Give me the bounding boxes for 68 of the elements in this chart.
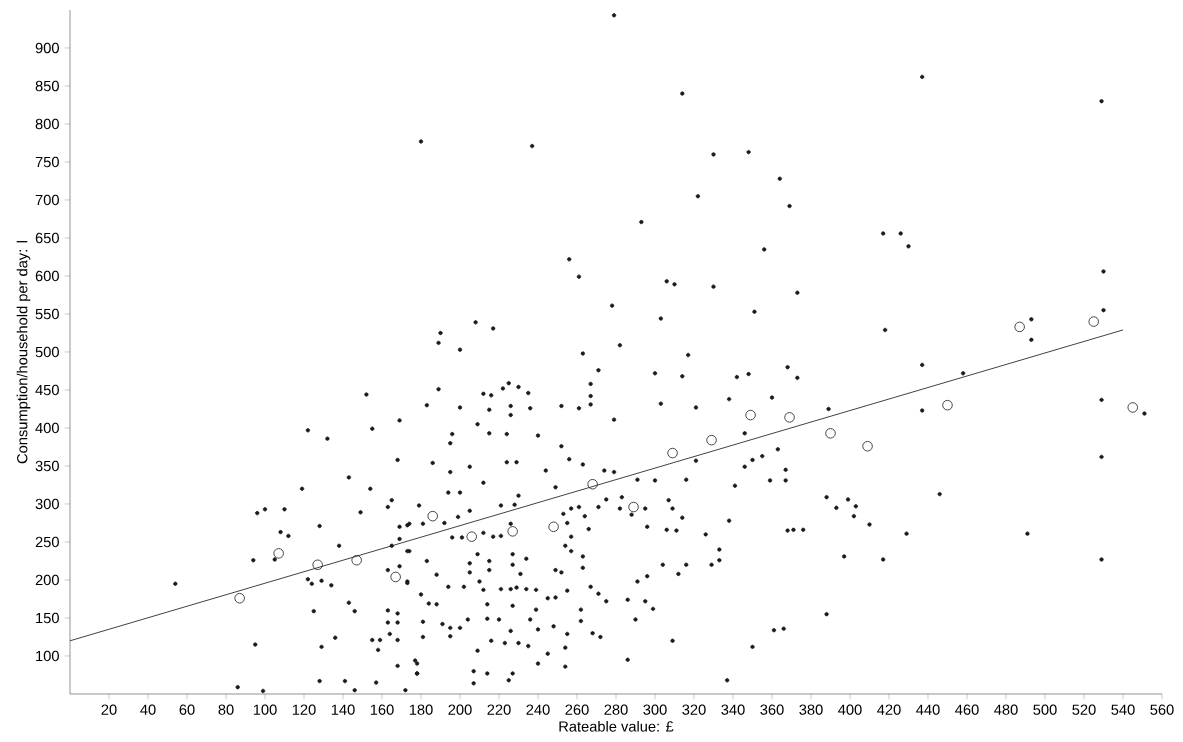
point <box>507 526 518 537</box>
y-tick-label: 850 <box>35 80 59 92</box>
point <box>745 409 756 421</box>
x-tick-label: 400 <box>838 704 862 715</box>
x-tick-label: 260 <box>565 704 589 715</box>
y-tick-label: 750 <box>35 156 59 168</box>
y-tick-label: 400 <box>35 422 59 434</box>
point <box>587 479 598 490</box>
point <box>628 501 639 513</box>
x-tick-label: 160 <box>370 704 394 715</box>
point <box>548 521 559 532</box>
x-tick-label: 480 <box>994 704 1018 715</box>
x-tick-label: 340 <box>721 704 745 715</box>
y-tick-label: 450 <box>35 384 59 396</box>
point <box>390 571 401 583</box>
y-tick-label: 100 <box>36 650 59 662</box>
x-tick-label: 520 <box>1072 704 1096 715</box>
x-tick-label: 60 <box>179 704 195 715</box>
x-tick-label: 100 <box>253 704 277 715</box>
point <box>1088 316 1099 327</box>
x-tick-label: 540 <box>1111 704 1135 715</box>
x-tick-label: 220 <box>487 704 511 715</box>
point <box>234 593 245 604</box>
x-tick-label: 120 <box>292 704 316 715</box>
point <box>1127 402 1138 413</box>
x-tick-label: 500 <box>1033 704 1057 715</box>
point <box>273 548 284 559</box>
x-tick-label: 20 <box>101 704 117 715</box>
point <box>942 399 953 411</box>
x-axis-title: Rateable value: £ <box>559 720 674 732</box>
y-tick-label: 600 <box>35 270 59 282</box>
x-tick-label: 380 <box>799 704 823 715</box>
y-tick-label: 900 <box>35 42 59 54</box>
point <box>427 510 438 522</box>
point <box>312 559 323 570</box>
point <box>784 412 795 423</box>
x-tick-label: 460 <box>955 704 979 715</box>
x-tick-label: 320 <box>682 704 706 715</box>
y-tick-label: 350 <box>35 460 59 472</box>
point <box>351 555 362 566</box>
y-axis-title: Consumption/household per day: l <box>16 241 31 464</box>
point <box>706 434 717 446</box>
x-tick-label: 240 <box>526 704 550 715</box>
y-tick-label: 650 <box>35 232 59 244</box>
y-tick-label: 250 <box>35 536 59 548</box>
x-tick-label: 200 <box>448 704 472 715</box>
x-tick-label: 40 <box>140 704 156 715</box>
x-tick-label: 280 <box>604 704 628 715</box>
point <box>1014 321 1025 333</box>
x-tick-label: 180 <box>409 704 433 715</box>
x-tick-label: 360 <box>760 704 784 715</box>
y-tick-label: 550 <box>35 308 59 320</box>
y-tick-label: 800 <box>35 118 59 130</box>
point <box>862 441 873 452</box>
y-tick-label: 150 <box>36 612 59 624</box>
x-tick-label: 560 <box>1150 704 1174 715</box>
point <box>667 447 678 459</box>
x-tick-label: 440 <box>916 704 940 715</box>
x-tick-label: 80 <box>218 704 234 715</box>
x-tick-label: 140 <box>331 704 355 715</box>
y-tick-label: 200 <box>35 574 59 586</box>
point <box>825 428 836 439</box>
y-tick-label: 500 <box>35 346 59 358</box>
point <box>466 531 477 542</box>
x-tick-label: 420 <box>877 704 901 715</box>
x-tick-label: 300 <box>643 704 667 715</box>
y-tick-label: 300 <box>35 498 59 510</box>
y-tick-label: 700 <box>35 194 59 206</box>
